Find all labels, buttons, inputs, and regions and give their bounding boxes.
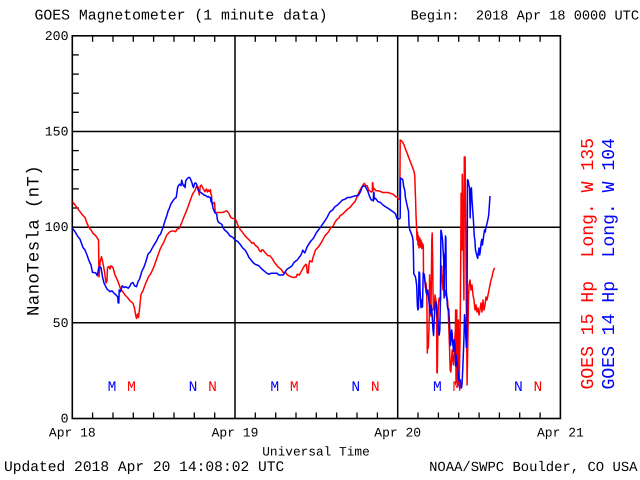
svg-text:Begin: 2018 Apr 18 0000 UTC: Begin: 2018 Apr 18 0000 UTC	[411, 10, 639, 25]
svg-text:N: N	[208, 380, 217, 396]
svg-text:NOAA/SWPC Boulder, CO USA: NOAA/SWPC Boulder, CO USA	[429, 460, 638, 476]
svg-text:0: 0	[61, 412, 69, 427]
svg-text:N: N	[351, 380, 360, 396]
svg-text:NanoTesla (nT): NanoTesla (nT)	[26, 165, 45, 316]
svg-text:50: 50	[53, 316, 69, 331]
svg-text:N: N	[514, 380, 523, 396]
svg-text:GOES Magnetometer (1 minute da: GOES Magnetometer (1 minute data)	[35, 9, 328, 25]
svg-text:N: N	[371, 380, 380, 396]
svg-text:Apr 19: Apr 19	[212, 426, 259, 441]
svg-text:M: M	[290, 380, 299, 396]
svg-text:GOES 14 Hp: GOES 14 Hp	[600, 281, 620, 390]
svg-text:100: 100	[45, 220, 69, 235]
svg-text:N: N	[189, 380, 198, 396]
svg-text:M: M	[433, 380, 442, 396]
svg-text:GOES 15 Hp: GOES 15 Hp	[579, 281, 599, 390]
svg-text:M: M	[127, 380, 136, 396]
svg-text:M: M	[108, 380, 117, 396]
svg-text:Apr 18: Apr 18	[49, 426, 96, 441]
svg-text:200: 200	[45, 29, 69, 44]
svg-text:M: M	[270, 380, 279, 396]
svg-text:Apr 21: Apr 21	[537, 426, 584, 441]
svg-text:Apr 20: Apr 20	[374, 426, 421, 441]
svg-text:N: N	[534, 380, 543, 396]
svg-text:M: M	[453, 380, 462, 396]
svg-text:Long. W 104: Long. W 104	[600, 138, 620, 257]
svg-text:Universal Time: Universal Time	[262, 445, 370, 460]
svg-text:Updated 2018 Apr 20 14:08:02 U: Updated 2018 Apr 20 14:08:02 UTC	[4, 460, 284, 476]
svg-text:Long. W 135: Long. W 135	[579, 138, 599, 257]
svg-text:150: 150	[45, 124, 69, 139]
